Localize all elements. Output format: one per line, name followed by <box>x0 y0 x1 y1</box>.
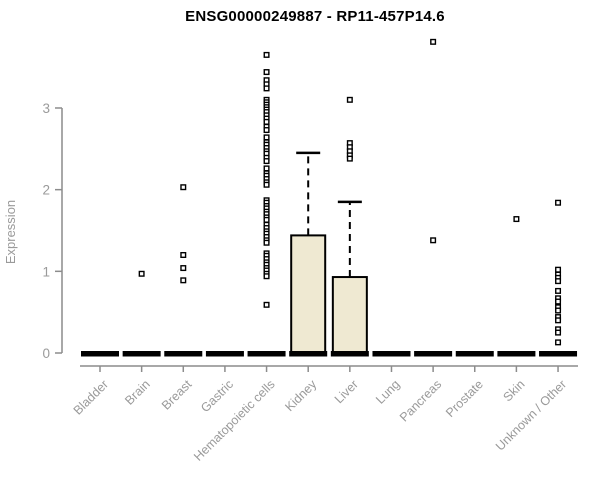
x-tick-label-pancreas: Pancreas <box>397 377 444 424</box>
outlier-point-unknown-other <box>555 199 562 206</box>
x-tick-label-breast: Breast <box>159 377 195 413</box>
median-brain <box>122 351 161 357</box>
outlier-point-unknown-other <box>555 329 562 336</box>
outlier-point-brain <box>138 270 145 277</box>
outlier-point-unknown-other <box>555 287 562 294</box>
outlier-point-breast <box>180 265 187 272</box>
x-tick-label-unknown-other: Unknown / Other <box>493 377 569 453</box>
outlier-point-unknown-other <box>555 266 562 273</box>
outlier-point-liver <box>346 155 353 162</box>
box-liver <box>331 276 368 355</box>
outlier-point-unknown-other <box>555 307 562 314</box>
outlier-point-liver <box>346 96 353 103</box>
outlier-point-pancreas <box>430 38 437 45</box>
median-bladder <box>81 351 119 357</box>
y-tick-label: 1 <box>42 264 50 279</box>
median-pancreas <box>414 351 453 357</box>
outlier-point-unknown-other <box>555 339 562 346</box>
box-kidney <box>290 234 327 354</box>
x-tick-label-skin: Skin <box>500 377 527 404</box>
x-tick-label-kidney: Kidney <box>282 377 319 414</box>
outlier-point-unknown-other <box>555 278 562 285</box>
median-unknown-other <box>539 351 578 357</box>
outlier-point-hematopoietic-cells <box>263 69 270 76</box>
outlier-point-hematopoietic-cells <box>263 51 270 58</box>
chart-title: ENSG00000249887 - RP11-457P14.6 <box>185 8 445 25</box>
median-lung <box>372 351 411 357</box>
outlier-point-hematopoietic-cells <box>263 158 270 165</box>
x-tick-label-prostate: Prostate <box>443 377 486 420</box>
outlier-point-breast <box>180 251 187 258</box>
outlier-point-hematopoietic-cells <box>263 134 270 141</box>
x-tick-label-brain: Brain <box>122 377 153 408</box>
median-gastric <box>205 351 244 357</box>
median-prostate <box>455 351 494 357</box>
outlier-point-hematopoietic-cells <box>263 85 270 92</box>
outlier-point-breast <box>180 184 187 191</box>
outlier-point-skin <box>513 216 520 223</box>
median-skin <box>497 351 536 357</box>
outlier-point-pancreas <box>430 237 437 244</box>
outlier-point-hematopoietic-cells <box>263 273 270 280</box>
outlier-point-hematopoietic-cells <box>263 165 270 172</box>
outlier-point-hematopoietic-cells <box>263 181 270 188</box>
outlier-point-unknown-other <box>555 298 562 305</box>
outlier-point-hematopoietic-cells <box>263 127 270 134</box>
median-hematopoietic-cells <box>247 351 286 357</box>
x-tick-label-gastric: Gastric <box>198 377 236 415</box>
outlier-point-breast <box>180 277 187 284</box>
outlier-point-hematopoietic-cells <box>263 118 270 125</box>
median-breast <box>164 351 203 357</box>
median-liver <box>330 351 369 357</box>
x-tick-label-hematopoietic-cells: Hematopoietic cells <box>191 377 278 464</box>
outlier-point-hematopoietic-cells <box>263 216 270 223</box>
y-tick-label: 3 <box>42 101 50 116</box>
outlier-point-unknown-other <box>555 317 562 324</box>
x-tick-label-bladder: Bladder <box>71 377 111 417</box>
median-kidney <box>289 351 328 357</box>
x-tick-label-lung: Lung <box>373 377 403 407</box>
y-tick-label: 2 <box>42 183 50 198</box>
outlier-point-hematopoietic-cells <box>263 239 270 246</box>
y-tick-label: 0 <box>42 346 50 361</box>
outlier-point-hematopoietic-cells <box>263 301 270 308</box>
x-tick-label-liver: Liver <box>332 377 361 406</box>
